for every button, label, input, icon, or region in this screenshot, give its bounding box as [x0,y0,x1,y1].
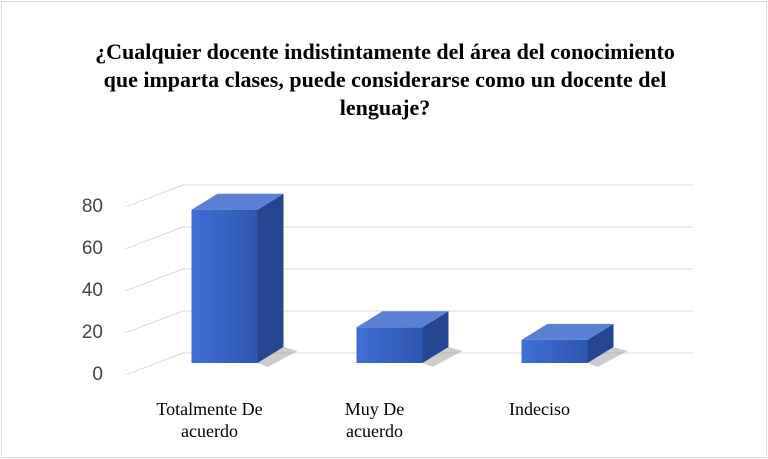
bar-shadow [587,347,628,367]
bar-side [257,193,284,363]
y-tick-label: 80 [82,196,103,217]
y-tick-label: 0 [92,364,103,385]
grid-line [124,310,693,334]
grid-line [124,268,693,292]
bar-top [521,323,614,340]
bar-top [356,311,449,328]
bar-top [191,193,284,210]
bar [521,339,588,363]
grid-line [124,226,693,250]
y-tick-label: 60 [82,238,103,259]
grid-line [124,184,693,208]
x-tick-label: Indeciso [509,399,570,419]
bar-side [422,311,449,363]
chart-title: ¿Cualquier docente indistintamente del á… [95,39,675,120]
bar-shadow [422,347,463,367]
bar [356,327,423,363]
y-tick-label: 40 [82,280,103,301]
bar-side [587,323,614,363]
bar-shadow [257,347,298,367]
y-tick-label: 20 [82,322,103,343]
x-tick-label: Muy De acuerdo [344,399,405,441]
x-tick-label: Totalmente De acuerdo [156,399,263,441]
bar [191,209,258,363]
